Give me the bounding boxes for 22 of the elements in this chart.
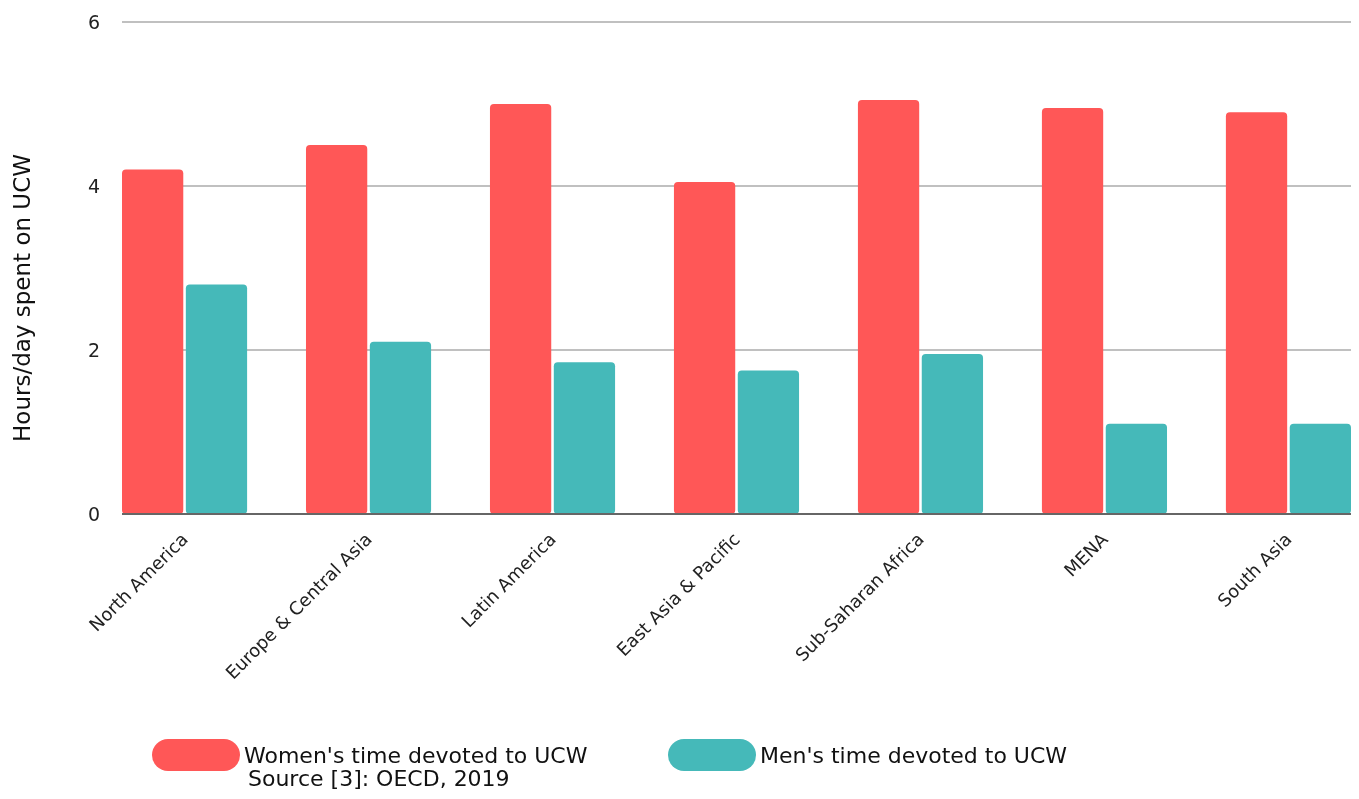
- y-tick-label: 6: [87, 10, 100, 33]
- bar: [1041, 108, 1104, 514]
- bar: [305, 145, 368, 514]
- source-note: Source [3]: OECD, 2019: [248, 766, 510, 791]
- legend-label: Women's time devoted to UCW: [244, 742, 588, 768]
- bar: [1225, 112, 1288, 514]
- y-tick-label: 0: [87, 502, 100, 525]
- bar: [553, 362, 616, 514]
- bar: [857, 99, 920, 514]
- bar: [737, 370, 800, 514]
- bar: [1289, 423, 1351, 514]
- y-axis-title: Hours/day spent on UCW: [9, 154, 35, 442]
- legend-label: Men's time devoted to UCW: [760, 742, 1068, 768]
- bar: [369, 341, 432, 514]
- bar: [122, 169, 184, 514]
- bar: [673, 181, 736, 514]
- y-tick-label: 2: [87, 338, 100, 361]
- bar: [921, 354, 984, 514]
- bar: [185, 284, 248, 514]
- bar: [1105, 423, 1168, 514]
- y-tick-label: 4: [87, 174, 100, 197]
- bar: [489, 104, 552, 514]
